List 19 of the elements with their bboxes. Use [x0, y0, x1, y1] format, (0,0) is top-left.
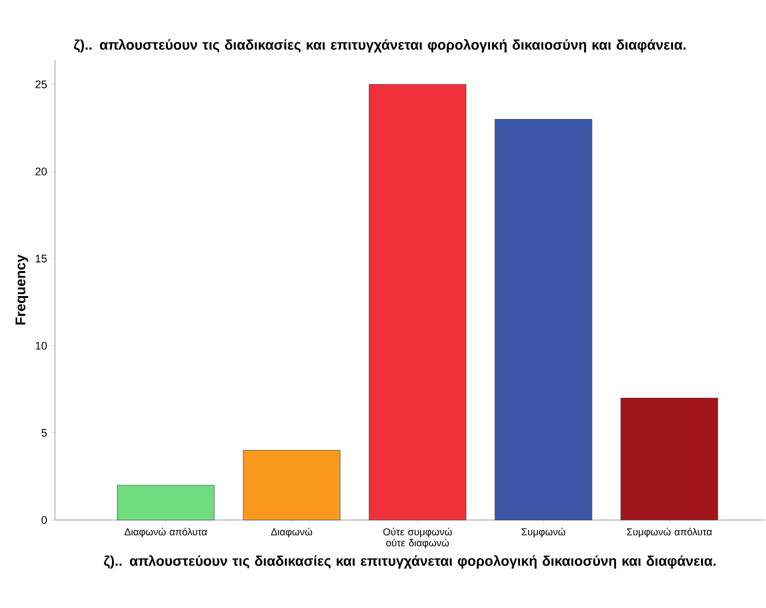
x-axis-title: ζ).. απλουστεύουν τις διαδικασίες και επιτυγχάνεται φορολογική δικαιοσύνη και διαφάνεια. — [104, 555, 716, 569]
y-tick-label: 5 — [42, 429, 47, 437]
y-tick-label: 10 — [36, 342, 47, 350]
bar — [368, 84, 466, 520]
y-axis-title: Frequency — [16, 254, 28, 324]
y-tick-label: 15 — [36, 254, 47, 262]
y-tick-label: 25 — [36, 80, 47, 88]
x-tick-label: Συμφωνώ — [522, 528, 566, 538]
y-tick-label: 0 — [42, 516, 47, 524]
bar — [242, 450, 340, 520]
chart-title: ζ).. απλουστεύουν τις διαδικασίες και επιτυγχάνεται φορολογική δικαιοσύνη και διαφάνεια. — [74, 39, 686, 52]
x-tick-label: Διαφωνώ απόλυτα — [124, 528, 207, 538]
bar — [620, 398, 718, 520]
x-tick-label: Ούτε συμφωνώ ούτε διαφωνώ — [383, 528, 452, 548]
y-tick-label: 20 — [36, 168, 47, 176]
bar — [117, 484, 214, 520]
x-tick-label: Συμφωνώ απόλυτα — [627, 528, 712, 538]
x-tick-label: Διαφωνώ — [271, 528, 312, 538]
bar — [494, 119, 592, 520]
